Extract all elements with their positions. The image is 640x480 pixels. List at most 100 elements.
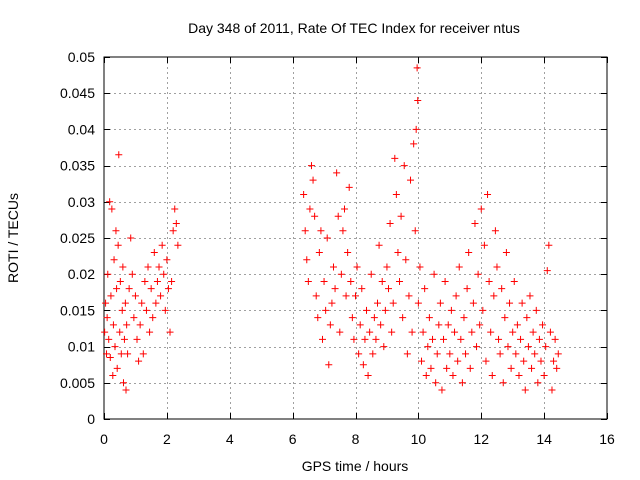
- data-point: [166, 328, 174, 336]
- data-point: [399, 314, 407, 322]
- data-point: [172, 220, 180, 228]
- data-point: [328, 299, 336, 307]
- data-point: [322, 306, 330, 314]
- data-point: [460, 314, 468, 322]
- data-point: [427, 364, 435, 372]
- data-point: [130, 314, 138, 322]
- data-point: [515, 372, 523, 380]
- data-point: [553, 364, 561, 372]
- data-point: [315, 248, 323, 256]
- data-point: [501, 314, 509, 322]
- data-point: [138, 299, 146, 307]
- data-point: [529, 328, 537, 336]
- y-axis-label: ROTI / TECUs: [5, 193, 21, 283]
- x-tick-label: 8: [352, 431, 360, 447]
- x-axis-label: GPS time / hours: [302, 458, 409, 474]
- data-point: [469, 299, 477, 307]
- data-point: [408, 328, 416, 336]
- data-point: [369, 350, 377, 358]
- data-point: [477, 205, 485, 213]
- y-tick-label: 0.025: [60, 230, 95, 246]
- data-point: [512, 350, 520, 358]
- data-point: [524, 343, 532, 351]
- data-point: [128, 270, 136, 278]
- data-point: [311, 212, 319, 220]
- data-point: [318, 335, 326, 343]
- data-point: [353, 263, 361, 271]
- y-tick-label: 0.02: [68, 266, 95, 282]
- data-point: [334, 212, 342, 220]
- data-point: [361, 335, 369, 343]
- data-point: [106, 198, 114, 206]
- data-point: [340, 205, 348, 213]
- data-point: [121, 299, 129, 307]
- data-point: [309, 176, 317, 184]
- data-point: [424, 343, 432, 351]
- data-point: [356, 321, 364, 329]
- data-point: [526, 292, 534, 300]
- data-point: [455, 263, 463, 271]
- x-tick-label: 6: [289, 431, 297, 447]
- data-point: [532, 306, 540, 314]
- data-point: [429, 335, 437, 343]
- x-tick-label: 10: [411, 431, 427, 447]
- data-point: [300, 191, 308, 199]
- x-tick-label: 0: [100, 431, 108, 447]
- data-point: [479, 306, 487, 314]
- data-point: [117, 350, 125, 358]
- data-point: [432, 379, 440, 387]
- data-point: [554, 350, 562, 358]
- data-point: [490, 292, 498, 300]
- data-point: [163, 256, 171, 264]
- data-point: [510, 277, 518, 285]
- data-point: [139, 350, 147, 358]
- data-point: [157, 292, 165, 300]
- data-point: [488, 372, 496, 380]
- data-point: [394, 248, 402, 256]
- data-point: [364, 372, 372, 380]
- data-point: [480, 241, 488, 249]
- x-tick-label: 2: [163, 431, 171, 447]
- data-point: [400, 162, 408, 170]
- data-point: [122, 386, 130, 394]
- data-point: [438, 386, 446, 394]
- data-point: [135, 357, 143, 365]
- data-point: [485, 277, 493, 285]
- data-point: [131, 292, 139, 300]
- data-point: [124, 350, 132, 358]
- data-point: [550, 357, 558, 365]
- data-point: [150, 248, 158, 256]
- data-point: [410, 140, 418, 148]
- data-point: [458, 379, 466, 387]
- data-point: [545, 241, 553, 249]
- y-tick-label: 0.03: [68, 194, 95, 210]
- data-point: [345, 183, 353, 191]
- data-point: [107, 292, 115, 300]
- data-point: [119, 379, 127, 387]
- data-point: [471, 220, 479, 228]
- data-point: [331, 285, 339, 293]
- data-point: [103, 350, 111, 358]
- data-point: [457, 335, 465, 343]
- data-point: [149, 314, 157, 322]
- data-point: [110, 256, 118, 264]
- data-point: [435, 321, 443, 329]
- data-point: [521, 386, 529, 394]
- data-point: [386, 220, 394, 228]
- data-point: [468, 328, 476, 336]
- data-point: [449, 372, 457, 380]
- data-point: [520, 357, 528, 365]
- x-tick-label: 16: [599, 431, 615, 447]
- data-point: [465, 248, 473, 256]
- data-point: [104, 270, 112, 278]
- data-point: [378, 277, 386, 285]
- data-point: [539, 321, 547, 329]
- data-point: [366, 328, 374, 336]
- data-point: [106, 353, 114, 361]
- data-point: [136, 321, 144, 329]
- data-point: [348, 314, 356, 322]
- data-point: [531, 350, 539, 358]
- data-point: [372, 335, 380, 343]
- data-point: [111, 343, 119, 351]
